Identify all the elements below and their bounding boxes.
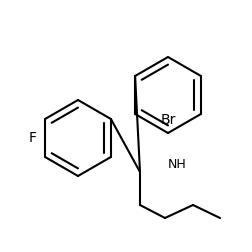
Text: Br: Br xyxy=(160,113,176,127)
Text: F: F xyxy=(29,131,37,145)
Text: NH: NH xyxy=(168,159,187,172)
